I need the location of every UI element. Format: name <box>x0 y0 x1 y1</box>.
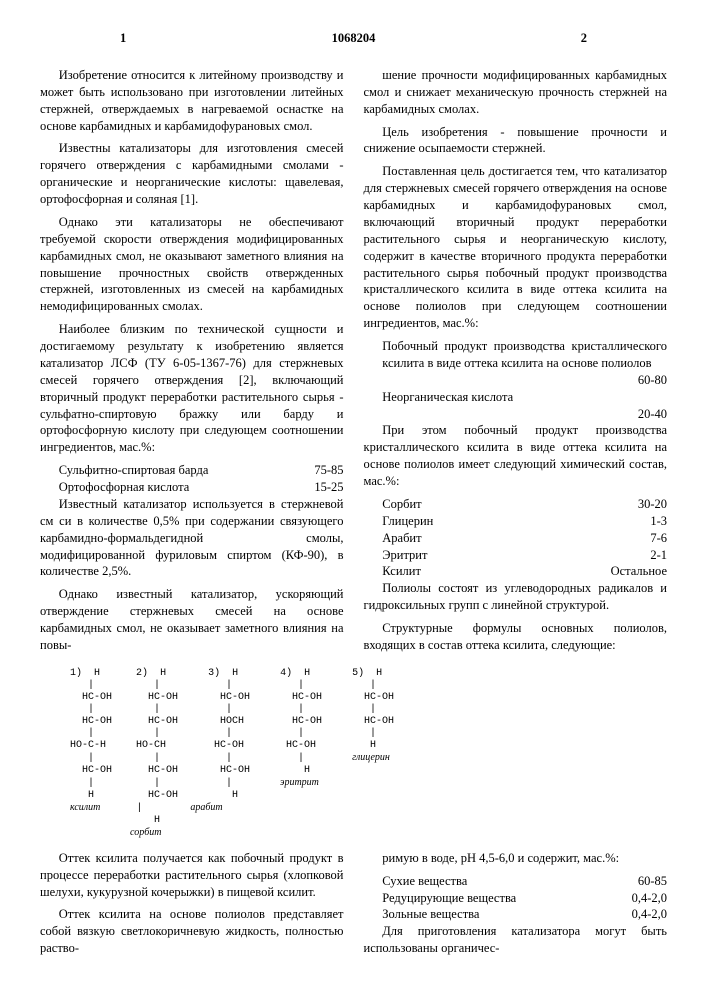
composition-row: Эритрит2-1 <box>364 547 668 564</box>
composition-row: Зольные вещества0,4-2,0 <box>364 906 668 923</box>
para: Однако известный катализатор, ускоряющий… <box>40 586 344 654</box>
para: Известный катализатор используется в сте… <box>40 496 344 580</box>
ingredient-label: Сульфитно-спиртовая барда <box>59 462 209 479</box>
upper-columns: Изобретение относится к литейному произв… <box>40 67 667 660</box>
page-num-left: 1 <box>120 30 126 47</box>
ingredient-label: Побочный продукт производства кристаллич… <box>382 338 667 372</box>
para: Изобретение относится к литейному произв… <box>40 67 344 135</box>
col-left: Изобретение относится к литейному произв… <box>40 67 344 660</box>
para: При этом побочный продукт производства к… <box>364 422 668 490</box>
ingredient-label: Ортофосфорная кислота <box>59 479 190 496</box>
ingredient-value: 75-85 <box>314 462 343 479</box>
ingredient-value: 20-40 <box>638 406 667 423</box>
page-header: 1 1068204 2 <box>40 30 667 47</box>
para: шение прочности модифицированных карбами… <box>364 67 668 118</box>
page-num-right: 2 <box>581 30 587 47</box>
para: римую в воде, рН 4,5-6,0 и содержит, мас… <box>364 850 668 867</box>
ingredient-row: 60-80 <box>382 372 667 389</box>
para: Для приготовления катализатора могут быт… <box>364 923 668 957</box>
para: Цель изобретения - повышение прочности и… <box>364 124 668 158</box>
ingredient-row: 20-40 <box>382 406 667 423</box>
ingredient-row: Ортофосфорная кислота 15-25 <box>40 479 344 496</box>
para: Оттек ксилита на основе полиолов предста… <box>40 906 344 957</box>
composition-row: Сухие вещества60-85 <box>364 873 668 890</box>
para: Структурные формулы основных полиолов, в… <box>364 620 668 654</box>
ingredient-row: Сульфитно-спиртовая барда 75-85 <box>40 462 344 479</box>
para: Полиолы состоят из углеводородных радика… <box>364 580 668 614</box>
ingredient-value: 15-25 <box>314 479 343 496</box>
composition-row: Глицерин1-3 <box>364 513 668 530</box>
content: Изобретение относится к литейному произв… <box>40 67 667 963</box>
lower-columns: Оттек ксилита получается как побочный пр… <box>40 850 667 963</box>
composition-row: КсилитОстальное <box>364 563 668 580</box>
document-number: 1068204 <box>332 30 376 47</box>
col-right: шение прочности модифицированных карбами… <box>364 67 668 660</box>
para: Известны катализаторы для изготовления с… <box>40 140 344 208</box>
para: Поставленная цель достигается тем, что к… <box>364 163 668 332</box>
composition-row: Арабит7-6 <box>364 530 668 547</box>
col-left-bottom: Оттек ксилита получается как побочный пр… <box>40 850 344 963</box>
composition-row: Сорбит30-20 <box>364 496 668 513</box>
para: Оттек ксилита получается как побочный пр… <box>40 850 344 901</box>
para: Наиболее близким по технической сущности… <box>40 321 344 456</box>
col-right-bottom: римую в воде, рН 4,5-6,0 и содержит, мас… <box>364 850 668 963</box>
para: Однако эти катализаторы не обеспечивают … <box>40 214 344 315</box>
structural-formulas: 1) H 2) H 3) H 4) H 5) H | | | | | HC-OH… <box>40 668 667 840</box>
ingredient-label: Неорганическая кислота <box>382 389 667 406</box>
composition-row: Редуцирующие вещества0,4-2,0 <box>364 890 668 907</box>
ingredient-value: 60-80 <box>638 372 667 389</box>
